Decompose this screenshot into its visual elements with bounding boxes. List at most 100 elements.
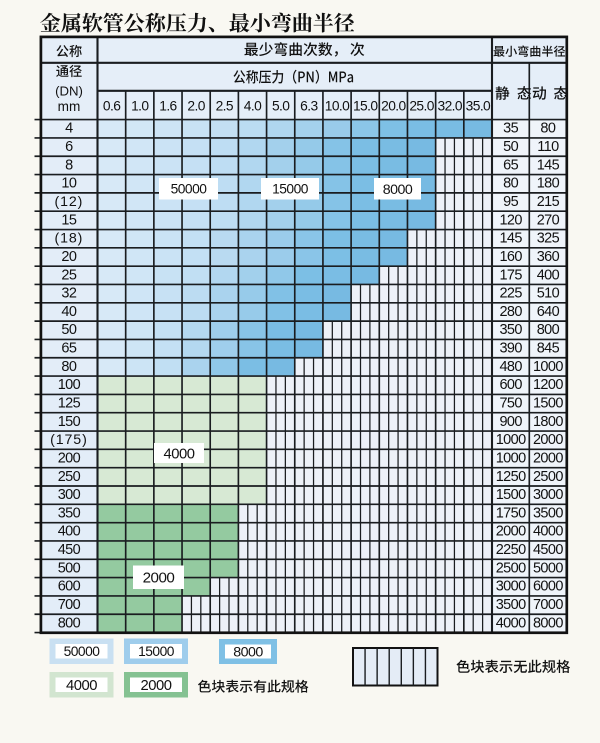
svg-text:125: 125	[58, 396, 81, 412]
svg-text:3000: 3000	[533, 487, 563, 503]
svg-text:50: 50	[61, 322, 76, 338]
svg-text:4000: 4000	[164, 446, 195, 462]
svg-text:25: 25	[61, 267, 76, 283]
svg-text:3000: 3000	[496, 579, 526, 595]
svg-text:65: 65	[503, 157, 518, 173]
svg-text:5.0: 5.0	[272, 99, 290, 114]
svg-text:700: 700	[58, 597, 81, 613]
svg-text:600: 600	[58, 579, 81, 595]
svg-text:1000: 1000	[496, 432, 526, 448]
svg-text:225: 225	[499, 286, 522, 302]
svg-text:110: 110	[537, 139, 559, 155]
svg-text:65: 65	[61, 341, 76, 357]
svg-text:100: 100	[58, 377, 81, 393]
svg-text:(175): (175)	[50, 432, 88, 448]
svg-text:1200: 1200	[533, 377, 563, 393]
svg-text:1000: 1000	[496, 450, 526, 466]
svg-text:25.0: 25.0	[409, 99, 434, 114]
svg-text:325: 325	[537, 231, 560, 247]
svg-text:500: 500	[58, 560, 81, 576]
svg-text:750: 750	[499, 396, 522, 412]
svg-text:2000: 2000	[533, 450, 563, 466]
svg-text:5000: 5000	[533, 560, 563, 576]
svg-text:0.6: 0.6	[103, 99, 121, 114]
svg-text:50000: 50000	[64, 644, 101, 659]
svg-text:2000: 2000	[496, 524, 526, 540]
svg-text:1000: 1000	[533, 359, 563, 375]
svg-text:480: 480	[499, 359, 522, 375]
svg-text:300: 300	[58, 487, 81, 503]
svg-text:1.0: 1.0	[131, 99, 149, 114]
svg-text:10: 10	[61, 176, 76, 192]
svg-text:8: 8	[65, 157, 73, 173]
svg-text:32.0: 32.0	[438, 99, 463, 114]
svg-text:10.0: 10.0	[325, 99, 350, 114]
svg-text:35.0: 35.0	[466, 99, 491, 114]
svg-text:150: 150	[58, 414, 81, 430]
svg-text:250: 250	[58, 469, 81, 485]
svg-text:1500: 1500	[496, 487, 526, 503]
svg-text:1800: 1800	[533, 414, 563, 430]
svg-text:7000: 7000	[533, 597, 563, 613]
svg-text:2500: 2500	[496, 560, 526, 576]
svg-text:6: 6	[65, 139, 73, 155]
svg-text:1.6: 1.6	[159, 99, 177, 114]
svg-text:1500: 1500	[533, 396, 563, 412]
svg-text:15.0: 15.0	[353, 99, 378, 114]
svg-text:145: 145	[537, 157, 560, 173]
svg-text:145: 145	[499, 231, 522, 247]
svg-text:450: 450	[58, 542, 81, 558]
svg-text:1750: 1750	[496, 505, 526, 521]
svg-text:510: 510	[537, 286, 560, 302]
svg-text:80: 80	[61, 359, 76, 375]
svg-text:2000: 2000	[533, 432, 563, 448]
svg-text:80: 80	[540, 121, 555, 137]
svg-text:4000: 4000	[533, 524, 563, 540]
svg-text:120: 120	[499, 212, 522, 228]
svg-text:6.3: 6.3	[300, 99, 318, 114]
svg-text:175: 175	[499, 267, 522, 283]
svg-text:20: 20	[61, 249, 76, 265]
svg-text:350: 350	[58, 505, 81, 521]
svg-text:845: 845	[537, 341, 560, 357]
svg-text:95: 95	[503, 194, 518, 210]
svg-text:32: 32	[61, 286, 76, 302]
svg-text:35: 35	[503, 121, 518, 137]
svg-text:280: 280	[499, 304, 522, 320]
svg-text:(DN): (DN)	[55, 84, 83, 99]
svg-text:215: 215	[537, 194, 560, 210]
svg-text:900: 900	[499, 414, 522, 430]
svg-text:270: 270	[537, 212, 560, 228]
svg-text:4.0: 4.0	[244, 99, 262, 114]
svg-text:4500: 4500	[533, 542, 563, 558]
svg-text:400: 400	[58, 524, 81, 540]
svg-text:180: 180	[537, 176, 560, 192]
svg-text:50: 50	[503, 139, 518, 155]
svg-text:390: 390	[499, 341, 522, 357]
svg-text:6000: 6000	[533, 579, 563, 595]
svg-text:(12): (12)	[54, 194, 83, 210]
svg-text:350: 350	[499, 322, 522, 338]
svg-text:4000: 4000	[66, 678, 97, 694]
svg-text:640: 640	[537, 304, 560, 320]
svg-text:1250: 1250	[496, 469, 526, 485]
svg-text:40: 40	[61, 304, 76, 320]
svg-text:8000: 8000	[533, 615, 563, 631]
svg-text:8000: 8000	[383, 182, 413, 198]
svg-text:360: 360	[537, 249, 560, 265]
svg-text:50000: 50000	[171, 182, 208, 197]
svg-text:2000: 2000	[143, 570, 175, 587]
svg-text:2.5: 2.5	[216, 99, 234, 114]
svg-text:mm: mm	[58, 99, 81, 114]
svg-text:2250: 2250	[496, 542, 526, 558]
svg-text:400: 400	[537, 267, 560, 283]
svg-text:800: 800	[537, 322, 560, 338]
svg-text:800: 800	[58, 615, 81, 631]
svg-text:20.0: 20.0	[381, 99, 406, 114]
svg-text:15000: 15000	[138, 644, 175, 659]
svg-text:2.0: 2.0	[187, 99, 205, 114]
svg-text:160: 160	[499, 249, 522, 265]
svg-text:15: 15	[61, 212, 76, 228]
svg-text:200: 200	[58, 450, 81, 466]
svg-text:8000: 8000	[233, 645, 263, 661]
